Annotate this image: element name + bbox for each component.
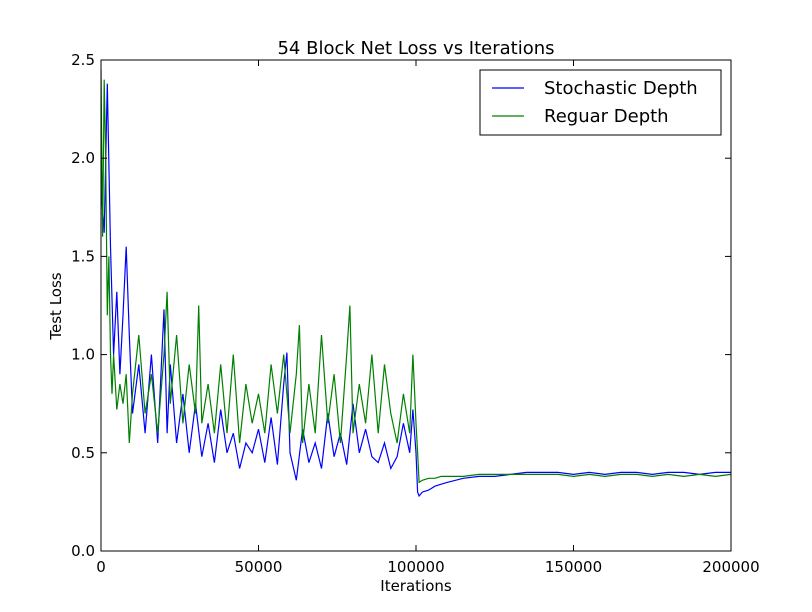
chart-title: 54 Block Net Loss vs Iterations: [277, 38, 554, 59]
x-tick-label: 200000: [702, 558, 759, 576]
x-tick-label: 150000: [545, 558, 602, 576]
x-tick-label: 50000: [235, 558, 283, 576]
series-layer: [101, 69, 731, 498]
legend-label-0: Stochastic Depth: [544, 78, 698, 99]
y-axis-label: Test Loss: [47, 272, 65, 340]
y-tick-label: 2.0: [71, 149, 95, 167]
x-tick-label: 0: [96, 558, 106, 576]
y-tick-label: 1.5: [71, 247, 95, 265]
legend-box: [479, 69, 722, 136]
x-tick-label: 100000: [387, 558, 444, 576]
y-tick-label: 0.0: [71, 542, 95, 560]
x-axis-label: Iterations: [380, 577, 452, 595]
y-tick-label: 0.5: [71, 444, 95, 462]
x-axis-ticks: 0 50000 100000 150000 200000: [96, 60, 760, 576]
plot-area: 0 50000 100000 150000 200000 0.0 0.5 1.0 1.5 2.0…: [71, 51, 759, 576]
legend: Stochastic Depth Reguar Depth: [479, 69, 722, 136]
y-tick-label: 2.5: [71, 51, 95, 69]
legend-label-1: Reguar Depth: [544, 106, 669, 127]
series-line-1: [101, 69, 731, 484]
y-tick-label: 1.0: [71, 346, 95, 364]
y-axis-ticks: 0.0 0.5 1.0 1.5 2.0 2.5: [71, 51, 731, 560]
